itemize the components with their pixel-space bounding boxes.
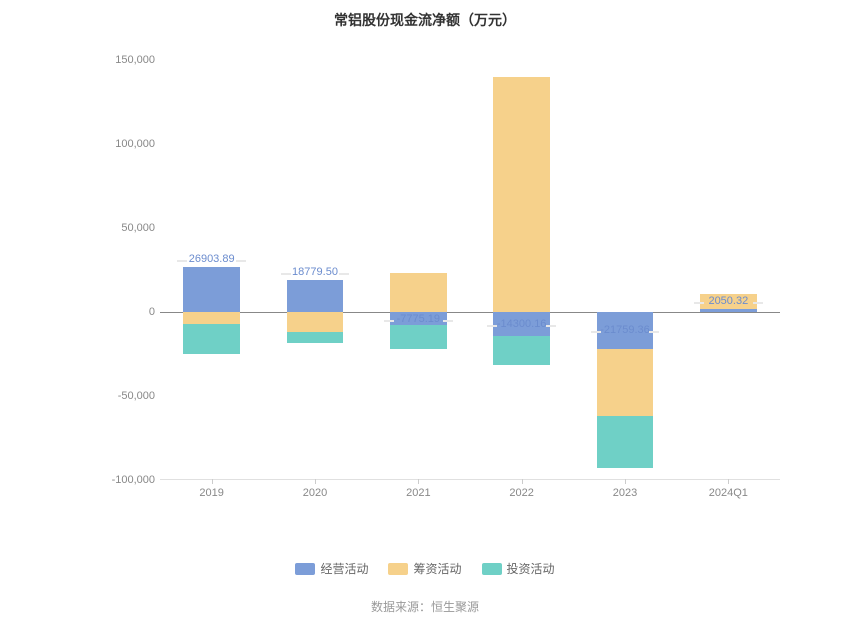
value-label: 26903.89 [189,253,235,265]
legend: 经营活动 筹资活动 投资活动 [0,560,850,577]
bar-segment [390,273,447,312]
legend-swatch [482,563,502,575]
y-tick-label: 0 [100,306,155,318]
plot-region: -100,000-50,000050,000100,000150,0002019… [160,60,780,480]
bar-segment [183,312,240,324]
source-name: 恒生聚源 [431,600,479,614]
x-tick-label: 2020 [303,487,327,499]
label-dash [694,302,704,304]
zero-line [160,312,780,313]
label-dash [281,273,291,275]
legend-swatch [388,563,408,575]
label-dash [236,260,246,262]
label-dash [177,260,187,262]
y-tick-label: 150,000 [100,54,155,66]
x-tick-mark [522,479,523,484]
source-prefix: 数据来源： [371,600,431,614]
label-dash [384,320,394,322]
label-dash [546,325,556,327]
label-dash [591,331,601,333]
x-tick-mark [625,479,626,484]
y-tick-label: 100,000 [100,138,155,150]
legend-label: 投资活动 [507,562,555,576]
bar-segment [493,336,550,365]
label-dash [443,320,453,322]
bar-segment [287,312,344,332]
value-label: -14300.16 [497,318,547,330]
value-label: 18779.50 [292,266,338,278]
chart-area: -100,000 -50,000 0 50,000 100,000 150,000 2019… [100,50,800,520]
y-tick-label: 50,000 [100,222,155,234]
value-label: 2050.32 [708,295,748,307]
x-tick-label: 2019 [199,487,223,499]
bar-segment [287,280,344,312]
x-tick-mark [418,479,419,484]
legend-item[interactable]: 筹资活动 [388,560,461,577]
bar-segment [597,349,654,416]
x-tick-label: 2022 [509,487,533,499]
label-dash [753,302,763,304]
legend-item[interactable]: 投资活动 [482,560,555,577]
x-tick-mark [212,479,213,484]
x-tick-label: 2023 [613,487,637,499]
x-tick-label: 2024Q1 [709,487,748,499]
legend-item[interactable]: 经营活动 [295,560,368,577]
bar-segment [493,77,550,312]
legend-swatch [295,563,315,575]
legend-label: 筹资活动 [413,562,461,576]
legend-label: 经营活动 [320,562,368,576]
y-tick-label: -100,000 [100,474,155,486]
label-dash [339,273,349,275]
label-dash [649,331,659,333]
x-tick-label: 2021 [406,487,430,499]
value-label: -7775.19 [397,313,440,325]
bar-segment [183,324,240,354]
x-tick-mark [315,479,316,484]
bar-segment [597,416,654,468]
x-tick-mark [728,479,729,484]
chart-title: 常铝股份现金流净额（万元） [0,0,850,30]
label-dash [487,325,497,327]
value-label: -21759.36 [600,324,650,336]
bar-segment [700,309,757,312]
bar-segment [390,325,447,349]
data-source: 数据来源：恒生聚源 [0,598,850,615]
bar-segment [287,332,344,343]
y-tick-label: -50,000 [100,390,155,402]
bar-segment [183,267,240,312]
